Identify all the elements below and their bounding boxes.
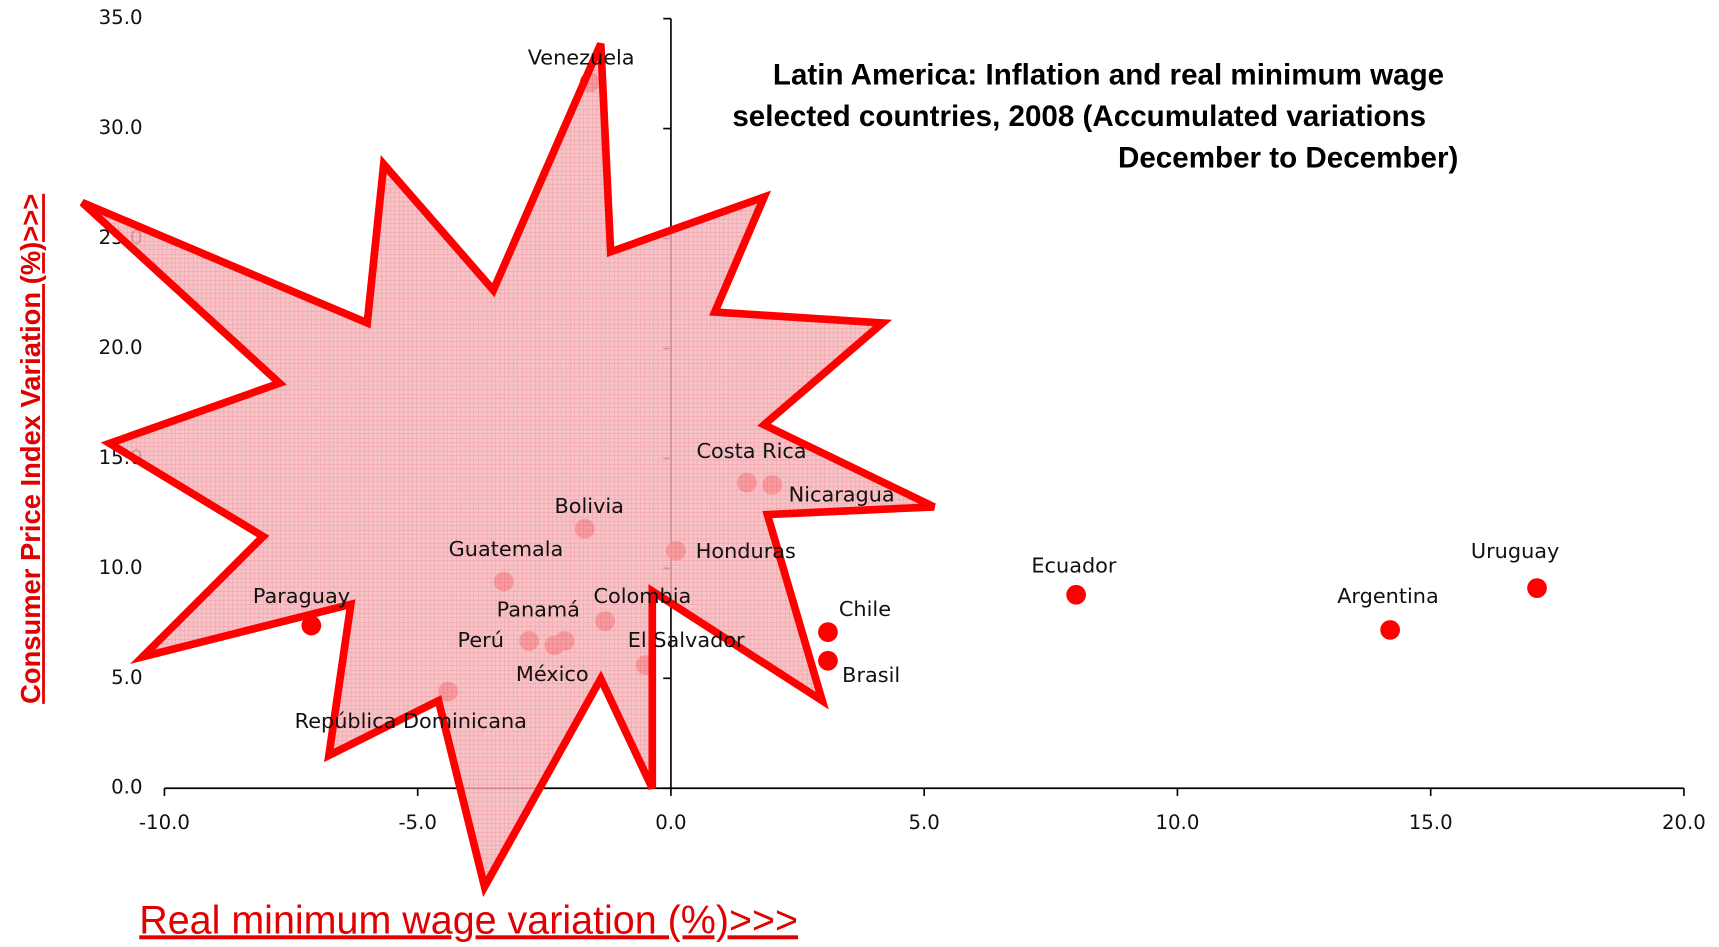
point-label: Bolivia — [554, 494, 623, 518]
page: {"chart_data": { "type": "scatter", "tit… — [0, 0, 1719, 947]
y-tick-label: 20.0 — [99, 336, 143, 359]
point-label: Venezuela — [528, 45, 635, 69]
y-tick-label: 30.0 — [99, 116, 143, 139]
point-label: Perú — [458, 628, 504, 652]
x-tick-label: 15.0 — [1409, 811, 1453, 834]
point-label: Ecuador — [1031, 553, 1116, 577]
starburst-callout — [82, 44, 934, 887]
point-label: México — [516, 662, 589, 686]
point — [1380, 620, 1400, 640]
point-label: Nicaragua — [789, 483, 895, 507]
x-tick-label: -10.0 — [139, 811, 190, 834]
chart-title-line: Latin America: Inflation and real minimu… — [773, 58, 1444, 91]
point-label: Argentina — [1337, 584, 1439, 608]
y-tick-label: 5.0 — [111, 666, 142, 689]
point — [1527, 578, 1547, 598]
x-tick-label: 10.0 — [1155, 811, 1199, 834]
point-label: Colombia — [593, 584, 691, 608]
point-label: Costa Rica — [696, 439, 806, 463]
point-label: Chile — [839, 597, 891, 621]
point-label: Uruguay — [1471, 539, 1559, 563]
point — [818, 622, 838, 642]
x-tick-label: 20.0 — [1662, 811, 1706, 834]
y-tick-label: 35.0 — [99, 6, 143, 29]
point-label: Brasil — [842, 663, 900, 687]
chart-title-line: selected countries, 2008 (Accumulated va… — [732, 100, 1426, 133]
y-tick-label: 0.0 — [111, 776, 142, 799]
point-label: Paraguay — [253, 584, 350, 608]
point — [1066, 585, 1086, 605]
point-label: Honduras — [696, 539, 796, 563]
x-tick-label: 5.0 — [908, 811, 939, 834]
point — [818, 651, 838, 671]
x-tick-label: 0.0 — [655, 811, 686, 834]
point-label: República Dominicana — [295, 709, 527, 733]
y-axis-title: Consumer Price Index Variation (%)>>> — [15, 194, 46, 704]
chart-title-line: December to December) — [1118, 142, 1458, 175]
chart: -10.0-5.00.05.010.015.020.00.05.010.015.… — [0, 0, 1719, 947]
x-tick-label: -5.0 — [398, 811, 436, 834]
point-label: El Salvador — [628, 628, 745, 652]
point-label: Guatemala — [449, 537, 564, 561]
point-label: Panamá — [497, 597, 580, 621]
y-tick-label: 10.0 — [99, 556, 143, 579]
x-axis-title: Real minimum wage variation (%)>>> — [139, 898, 798, 942]
